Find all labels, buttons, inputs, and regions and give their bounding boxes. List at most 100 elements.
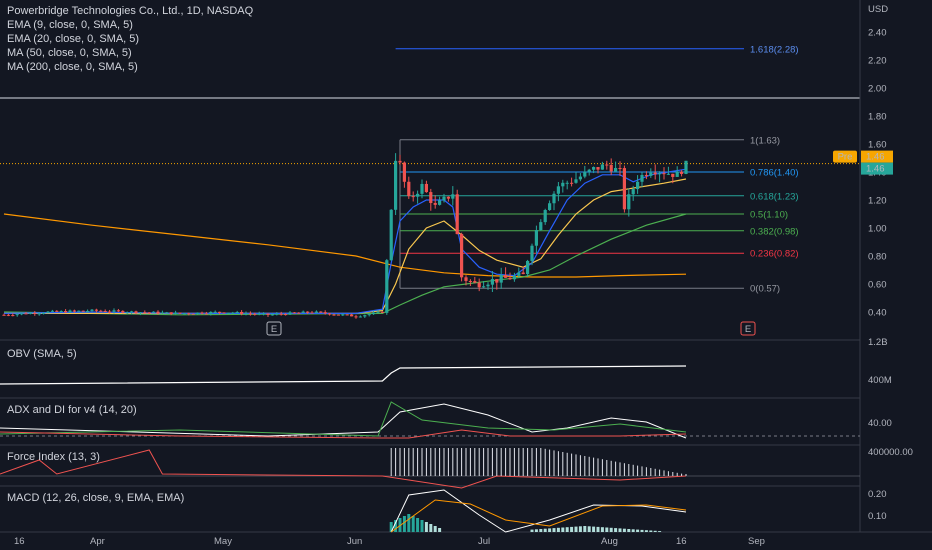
macd-hist-bar xyxy=(424,522,428,532)
macd-pane-label[interactable]: MACD (12, 26, close, 9, EMA, EMA) xyxy=(7,492,185,504)
candle xyxy=(33,311,37,316)
candle xyxy=(99,309,103,312)
candle-body xyxy=(138,312,142,314)
candle-body xyxy=(6,314,10,316)
macd-signal-line xyxy=(390,499,687,533)
candle-body xyxy=(653,172,657,175)
candle xyxy=(631,185,635,201)
legend-ema9[interactable]: EMA (9, close, 0, SMA, 5) xyxy=(7,19,133,31)
candle xyxy=(244,311,248,316)
candle xyxy=(556,181,560,202)
candle xyxy=(235,310,239,314)
macd-hist-bar xyxy=(631,529,635,532)
candle-body xyxy=(306,311,310,313)
candle-body xyxy=(59,311,63,313)
candle-body xyxy=(169,312,173,314)
candle-body xyxy=(253,313,257,315)
candle-body xyxy=(174,312,178,314)
candle xyxy=(196,312,200,315)
candle-body xyxy=(11,315,15,317)
candle-body xyxy=(284,314,288,316)
candle xyxy=(372,310,376,315)
price-tick-label: 2.40 xyxy=(868,28,887,39)
candle-body xyxy=(37,313,41,315)
candle-body xyxy=(521,272,525,275)
legend-ma200[interactable]: MA (200, close, 0, SMA, 5) xyxy=(7,61,138,73)
candle xyxy=(508,272,512,280)
candle-body xyxy=(592,167,596,170)
adx-pane-label[interactable]: ADX and DI for v4 (14, 20) xyxy=(7,404,137,416)
candle xyxy=(411,191,415,202)
candle xyxy=(420,179,424,199)
candle xyxy=(583,165,587,179)
obv-pane-label[interactable]: OBV (SMA, 5) xyxy=(7,348,77,360)
candle-body xyxy=(583,171,587,177)
candle-body xyxy=(442,196,446,201)
macd-hist-bar xyxy=(570,526,574,532)
candle-body xyxy=(389,209,393,261)
candle-body xyxy=(570,182,574,184)
indicator-tick-label: 0.10 xyxy=(868,511,887,522)
macd-hist-bar xyxy=(640,529,644,532)
earnings-marker: E xyxy=(266,321,282,336)
candle xyxy=(134,310,138,315)
candle xyxy=(592,166,596,174)
candle-body xyxy=(358,316,362,318)
force-bar xyxy=(593,457,595,476)
force-bar xyxy=(408,448,410,476)
candle-body xyxy=(574,179,578,183)
candle xyxy=(539,219,543,231)
candle-body xyxy=(644,174,648,176)
candle-body xyxy=(512,275,516,280)
candle xyxy=(125,311,129,315)
candle-body xyxy=(50,310,54,312)
force-bar xyxy=(531,448,533,476)
candle xyxy=(675,166,679,178)
candle-body xyxy=(103,310,107,312)
candle-body xyxy=(680,171,684,174)
force-line xyxy=(0,449,687,489)
candle xyxy=(301,310,305,313)
force-pane-label[interactable]: Force Index (13, 3) xyxy=(7,451,100,463)
indicator-tick-label: 0.20 xyxy=(868,489,887,500)
candle xyxy=(671,173,675,184)
candle-body xyxy=(310,312,314,314)
candle-body xyxy=(147,312,151,314)
candle xyxy=(394,153,398,216)
candle-body xyxy=(134,311,138,314)
last-price: 1.46 xyxy=(866,164,885,175)
candle xyxy=(451,186,455,206)
candle-body xyxy=(336,314,340,316)
candle xyxy=(130,310,134,315)
candle xyxy=(499,267,503,289)
grid xyxy=(0,0,932,533)
time-axis[interactable]: 16 Apr May Jun Jul Aug 16 Sep xyxy=(14,536,765,547)
chart-title[interactable]: Powerbridge Technologies Co., Ltd., 1D, … xyxy=(7,5,254,17)
force-bar xyxy=(597,458,599,476)
candle-body xyxy=(517,272,521,276)
di-plus-line xyxy=(0,401,687,437)
price-axis[interactable]: USD2.402.202.001.801.601.401.201.000.800… xyxy=(868,4,913,522)
candle-body xyxy=(587,169,591,172)
candle-body xyxy=(675,171,679,177)
candle-body xyxy=(288,312,292,315)
candle-body xyxy=(270,314,274,316)
price-tick-label: 2.20 xyxy=(868,56,887,67)
candle-body xyxy=(292,312,296,314)
legend-ma50[interactable]: MA (50, close, 0, SMA, 5) xyxy=(7,47,132,59)
candle-body xyxy=(662,173,666,175)
macd-hist-bar xyxy=(534,529,538,532)
candle xyxy=(147,312,151,315)
candle-body xyxy=(77,310,81,312)
candle-body xyxy=(402,162,406,182)
force-bar xyxy=(650,468,652,476)
candle-body xyxy=(240,311,244,314)
candle-body xyxy=(530,245,534,261)
force-bar xyxy=(588,456,590,476)
fib-level-label: 0.618(1.23) xyxy=(750,191,799,202)
candle-body xyxy=(451,194,455,199)
legend-ema20[interactable]: EMA (20, close, 0, SMA, 5) xyxy=(7,33,140,45)
time-tick-label: Aug xyxy=(601,536,618,547)
